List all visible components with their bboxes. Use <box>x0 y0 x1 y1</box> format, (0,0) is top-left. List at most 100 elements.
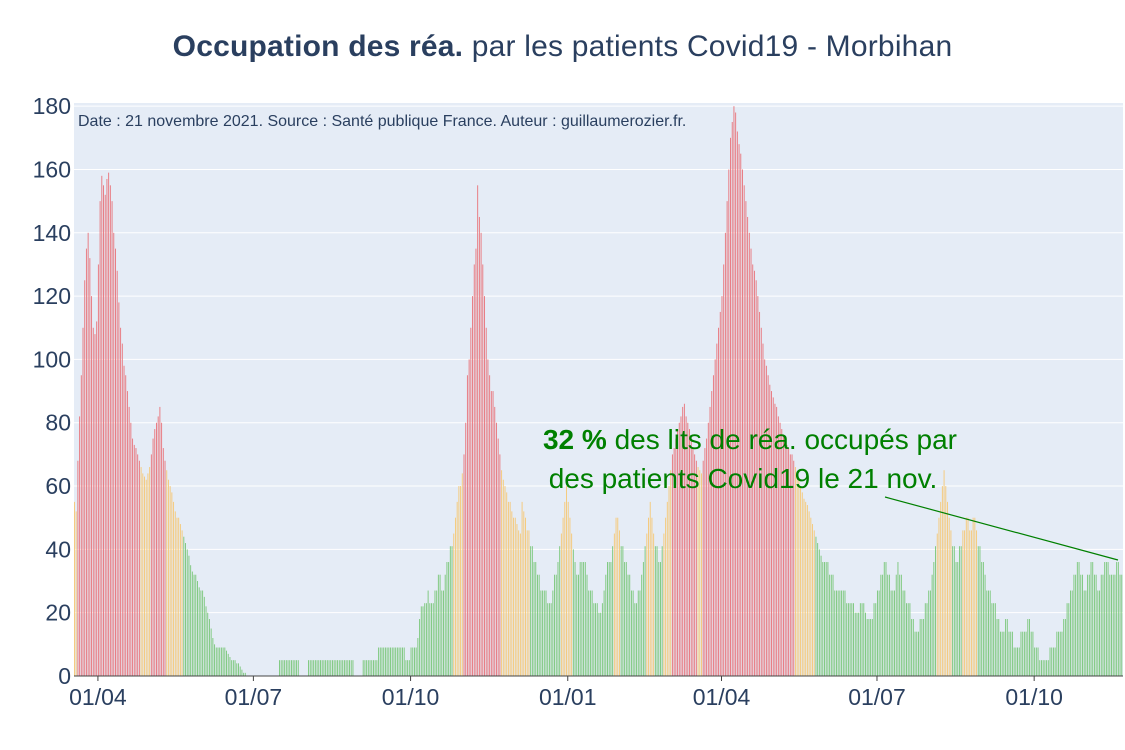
bar <box>596 603 598 676</box>
bar <box>386 647 388 676</box>
y-tick-label: 100 <box>33 346 71 372</box>
bar <box>101 175 103 676</box>
bar <box>285 660 287 676</box>
bar <box>793 460 795 676</box>
bar <box>174 511 176 676</box>
bar <box>620 546 622 676</box>
bar <box>977 546 979 676</box>
bar <box>1116 562 1118 676</box>
bar <box>367 660 369 676</box>
bar <box>1070 590 1071 676</box>
bar <box>702 460 704 676</box>
bar <box>858 612 860 676</box>
bar <box>820 555 822 676</box>
bar <box>964 530 966 676</box>
bar <box>649 501 651 676</box>
bar <box>950 530 952 676</box>
bar <box>791 454 793 676</box>
bar <box>193 574 195 676</box>
bar <box>164 460 166 676</box>
bar <box>280 660 282 676</box>
bar <box>497 438 499 676</box>
bar <box>147 473 149 676</box>
bar <box>726 201 728 676</box>
bar <box>97 264 99 676</box>
bar <box>1020 631 1022 676</box>
bar <box>777 416 779 676</box>
bar <box>396 647 398 676</box>
bar <box>140 467 142 676</box>
bar <box>612 546 614 676</box>
bar <box>1027 619 1029 676</box>
bar <box>909 603 911 676</box>
bar <box>89 258 91 676</box>
bar <box>989 590 991 676</box>
bar <box>1001 631 1003 676</box>
bar <box>887 574 889 676</box>
bar <box>605 574 607 676</box>
bar <box>666 501 668 676</box>
bar <box>892 590 894 676</box>
bar <box>376 660 378 676</box>
bar <box>326 660 328 676</box>
x-tick-label: 01/10 <box>382 684 440 710</box>
bar <box>485 327 487 676</box>
x-axis-ticks: 01/04 01/07 01/10 01/01 01/04 01/07 01/10 <box>69 676 1063 710</box>
bar <box>719 311 721 676</box>
bar <box>692 448 694 676</box>
bar <box>282 660 284 676</box>
bar <box>347 660 349 676</box>
bar <box>128 406 130 676</box>
annotation-line1-text: des lits de réa. occupés par <box>607 424 957 455</box>
bar <box>239 666 241 676</box>
bar <box>735 112 737 676</box>
bar <box>91 296 93 676</box>
bar <box>724 232 726 677</box>
bar <box>547 603 549 676</box>
bar <box>279 660 280 676</box>
bar <box>325 660 327 676</box>
bar <box>721 296 723 676</box>
bar <box>654 546 656 676</box>
bar <box>851 603 853 676</box>
bar <box>632 590 634 676</box>
bar <box>436 590 438 676</box>
bar <box>894 590 896 676</box>
bar <box>159 406 161 676</box>
bar <box>584 562 586 676</box>
bar <box>919 619 921 676</box>
bar <box>981 562 983 676</box>
gridlines <box>74 105 1123 677</box>
bar <box>1068 603 1070 676</box>
bar <box>393 647 395 676</box>
bar <box>183 536 185 676</box>
bar <box>885 562 887 676</box>
bar <box>461 473 463 676</box>
bar <box>284 660 286 676</box>
annotation-arrow <box>884 496 1119 561</box>
bar <box>84 280 86 676</box>
bar <box>634 603 636 676</box>
bar <box>545 590 547 676</box>
bar <box>873 603 875 676</box>
bar <box>82 327 84 676</box>
bar <box>400 647 402 676</box>
bar <box>502 479 504 676</box>
bar <box>806 505 808 676</box>
bar <box>413 647 415 676</box>
bar <box>871 619 873 676</box>
bar <box>99 201 101 676</box>
bar <box>677 429 679 676</box>
bar <box>564 501 566 676</box>
bar <box>882 574 884 676</box>
bar <box>957 562 959 676</box>
bar <box>774 403 776 676</box>
bar <box>960 546 962 676</box>
bar <box>928 590 930 676</box>
bar <box>495 422 497 676</box>
bar <box>166 470 168 676</box>
annotation-line2: des patients Covid19 le 21 nov. <box>549 463 938 494</box>
bar <box>383 647 385 676</box>
bar <box>673 448 675 676</box>
bar <box>648 517 649 676</box>
